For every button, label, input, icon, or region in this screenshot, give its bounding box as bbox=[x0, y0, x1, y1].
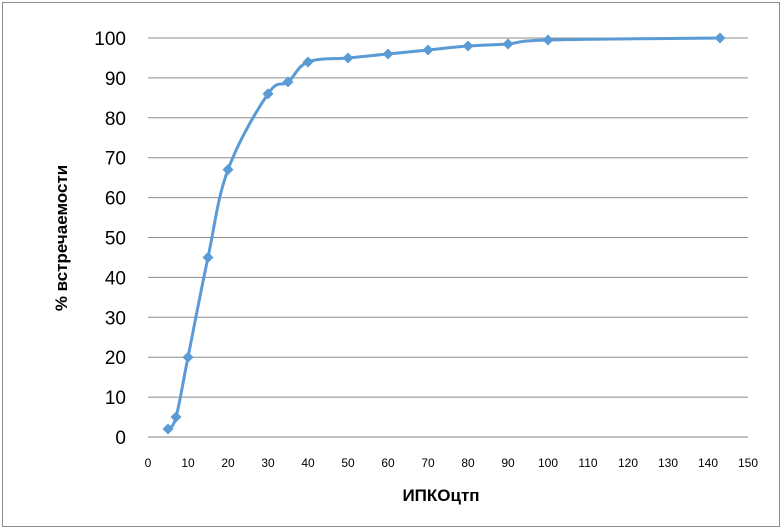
y-tick-label: 20 bbox=[105, 348, 126, 369]
x-tick-label: 20 bbox=[221, 456, 235, 470]
x-tick-label: 80 bbox=[461, 456, 475, 470]
data-point bbox=[542, 34, 554, 46]
x-tick-label: 50 bbox=[341, 456, 355, 470]
x-tick-label: 70 bbox=[421, 456, 435, 470]
data-point bbox=[302, 56, 314, 68]
x-tick-label: 150 bbox=[738, 456, 758, 470]
data-point bbox=[282, 76, 294, 88]
data-point bbox=[422, 44, 434, 56]
y-tick-label: 60 bbox=[105, 189, 126, 210]
gridlines bbox=[148, 37, 748, 438]
x-tick-label: 30 bbox=[261, 456, 275, 470]
y-tick-label: 40 bbox=[105, 268, 126, 289]
y-tick-label: 90 bbox=[105, 69, 126, 90]
x-tick-label: 90 bbox=[501, 456, 515, 470]
series-line bbox=[166, 36, 721, 431]
data-point bbox=[262, 88, 274, 100]
data-point bbox=[382, 48, 394, 60]
data-point bbox=[162, 423, 174, 435]
x-tick-label: 0 bbox=[145, 456, 152, 470]
y-tick-label: 50 bbox=[105, 229, 126, 250]
y-axis-title: % встречаемости bbox=[52, 165, 71, 311]
y-tick-label: 10 bbox=[105, 388, 126, 409]
data-point bbox=[182, 351, 194, 363]
x-tick-label: 130 bbox=[658, 456, 678, 470]
data-point bbox=[714, 32, 726, 44]
y-tick-label: 80 bbox=[105, 109, 126, 130]
data-point bbox=[462, 40, 474, 52]
data-point bbox=[502, 38, 514, 50]
y-tick-label: 0 bbox=[115, 428, 126, 449]
x-axis-title: ИПКОцтп bbox=[402, 486, 479, 505]
x-tick-label: 100 bbox=[538, 456, 558, 470]
y-tick-labels: 0 10 20 30 40 50 60 70 80 90 100 bbox=[94, 29, 126, 449]
x-tick-label: 120 bbox=[618, 456, 638, 470]
x-tick-label: 110 bbox=[578, 456, 597, 470]
data-point bbox=[170, 411, 182, 423]
data-point bbox=[342, 52, 354, 64]
x-tick-label: 60 bbox=[381, 456, 395, 470]
y-tick-label: 100 bbox=[94, 29, 126, 50]
x-tick-label: 10 bbox=[181, 456, 195, 470]
data-point bbox=[222, 164, 234, 176]
y-tick-label: 70 bbox=[105, 149, 126, 170]
x-tick-labels: 0 10 20 30 40 50 60 70 80 90 100 110 120 130 140 150 bbox=[145, 456, 759, 470]
data-point bbox=[202, 251, 214, 263]
y-tick-label: 30 bbox=[105, 308, 126, 329]
x-tick-label: 140 bbox=[698, 456, 718, 470]
series-layer bbox=[162, 32, 726, 435]
x-tick-label: 40 bbox=[301, 456, 315, 470]
